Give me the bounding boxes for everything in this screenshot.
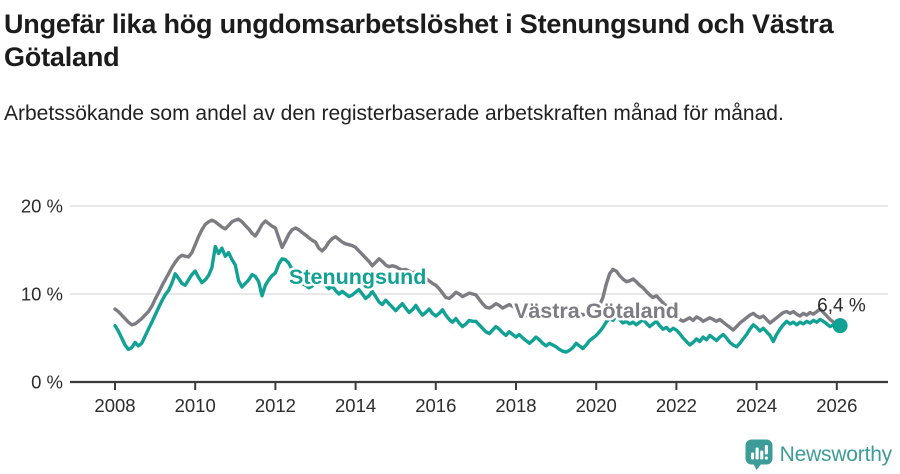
x-axis-tick-label: 2016: [415, 395, 456, 416]
x-axis-tick-label: 2018: [495, 395, 536, 416]
chart-title: Ungefär lika hög ungdomsarbetslöshet i S…: [4, 9, 834, 72]
unemployment-line-chart: 2008 2010 2012 2014 2016 2018 2020 2022 2024 2026…: [21, 196, 888, 416]
end-value-label: 6,4 %: [817, 296, 866, 317]
x-axis-tick-label: 2010: [175, 395, 216, 416]
newsworthy-logo-icon: [745, 439, 773, 470]
x-axis-tick-label: 2024: [736, 395, 777, 416]
x-axis-tick-label: 2008: [94, 395, 135, 416]
x-axis-tick-label: 2014: [335, 395, 376, 416]
chart-subtitle: Arbetssökande som andel av den registerb…: [4, 101, 784, 125]
x-axis-tick-label: 2022: [656, 395, 697, 416]
series-label-stenungsund: Stenungsund: [289, 265, 426, 289]
series-line-stenungsund: [113, 244, 842, 354]
y-axis-tick-label: 0 %: [31, 372, 63, 393]
y-axis-tick-label: 10 %: [21, 284, 63, 305]
series-line-v-stra-g-taland: [113, 217, 842, 332]
end-point-dot: [832, 318, 848, 334]
newsworthy-logo-text: Newsworthy: [779, 442, 893, 466]
x-axis-tick-label: 2026: [816, 395, 857, 416]
x-axis-tick-label: 2012: [255, 395, 296, 416]
series-label-v-stra-g-taland: Västra Götaland: [514, 299, 679, 323]
y-axis-tick-label: 20 %: [21, 196, 63, 217]
newsworthy-logo: Newsworthy: [745, 439, 892, 470]
x-axis-tick-label: 2020: [576, 395, 617, 416]
